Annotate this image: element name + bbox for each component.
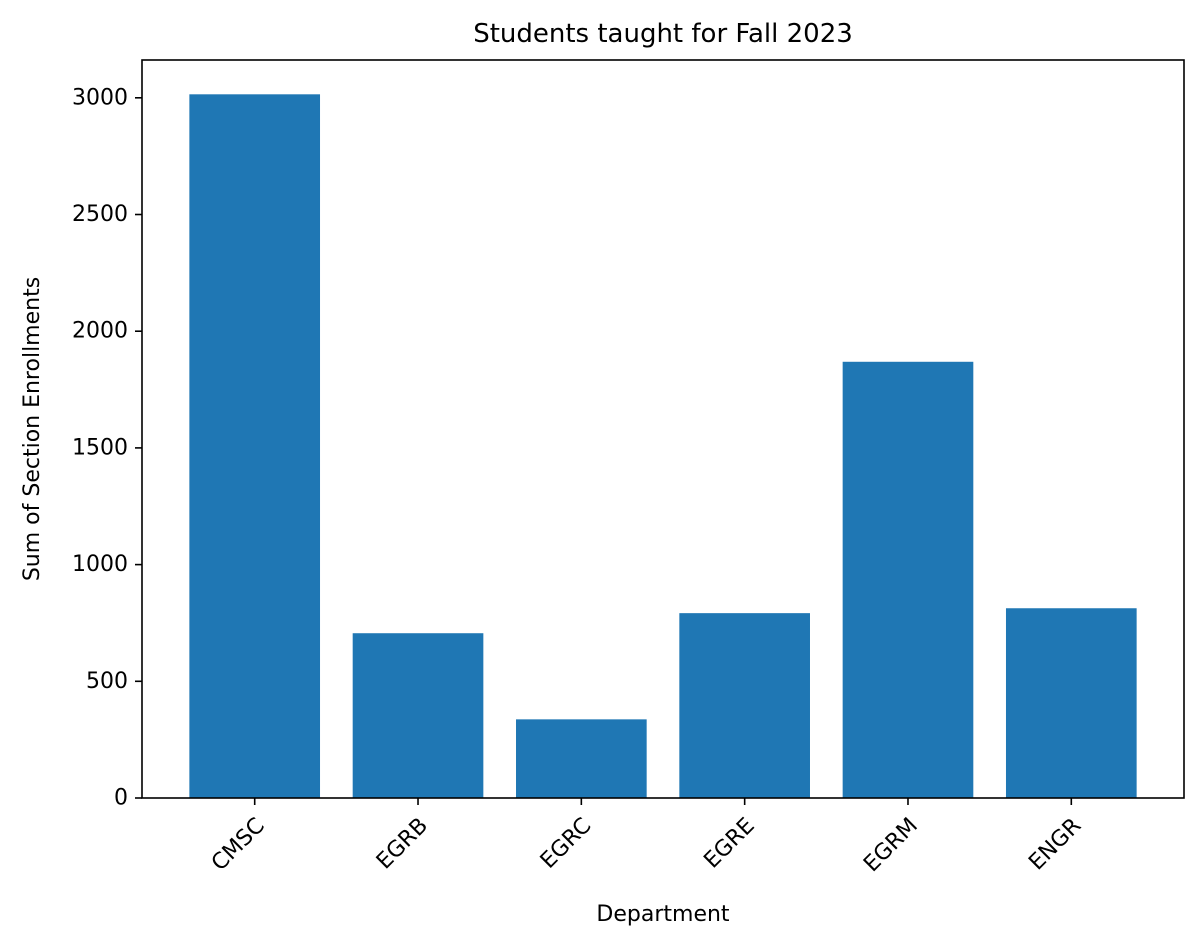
plot-frame: [141, 59, 1185, 799]
y-axis-label: Sum of Section Enrollments: [20, 277, 45, 581]
bar-egrb: [352, 633, 484, 798]
chart-title: Students taught for Fall 2023: [473, 19, 853, 49]
bars-group: [189, 94, 1137, 798]
bar-engr: [1005, 608, 1137, 798]
y-tick-label: 0: [114, 786, 128, 811]
bar-cmsc: [189, 94, 321, 798]
bar-egrm: [842, 361, 974, 798]
y-tick-label: 2000: [72, 319, 128, 344]
y-tick-label: 3000: [72, 85, 128, 110]
y-tick-label: 500: [86, 669, 128, 694]
y-tick-label: 1500: [72, 435, 128, 460]
y-tick-label: 1000: [72, 552, 128, 577]
x-axis-label: Department: [596, 902, 730, 927]
bar-egrc: [516, 719, 647, 798]
y-tick-label: 2500: [72, 202, 128, 227]
y-axis-ticks: 0 500 1000 1500 2000 2500 3000: [72, 85, 142, 811]
bar-egre: [679, 613, 810, 798]
